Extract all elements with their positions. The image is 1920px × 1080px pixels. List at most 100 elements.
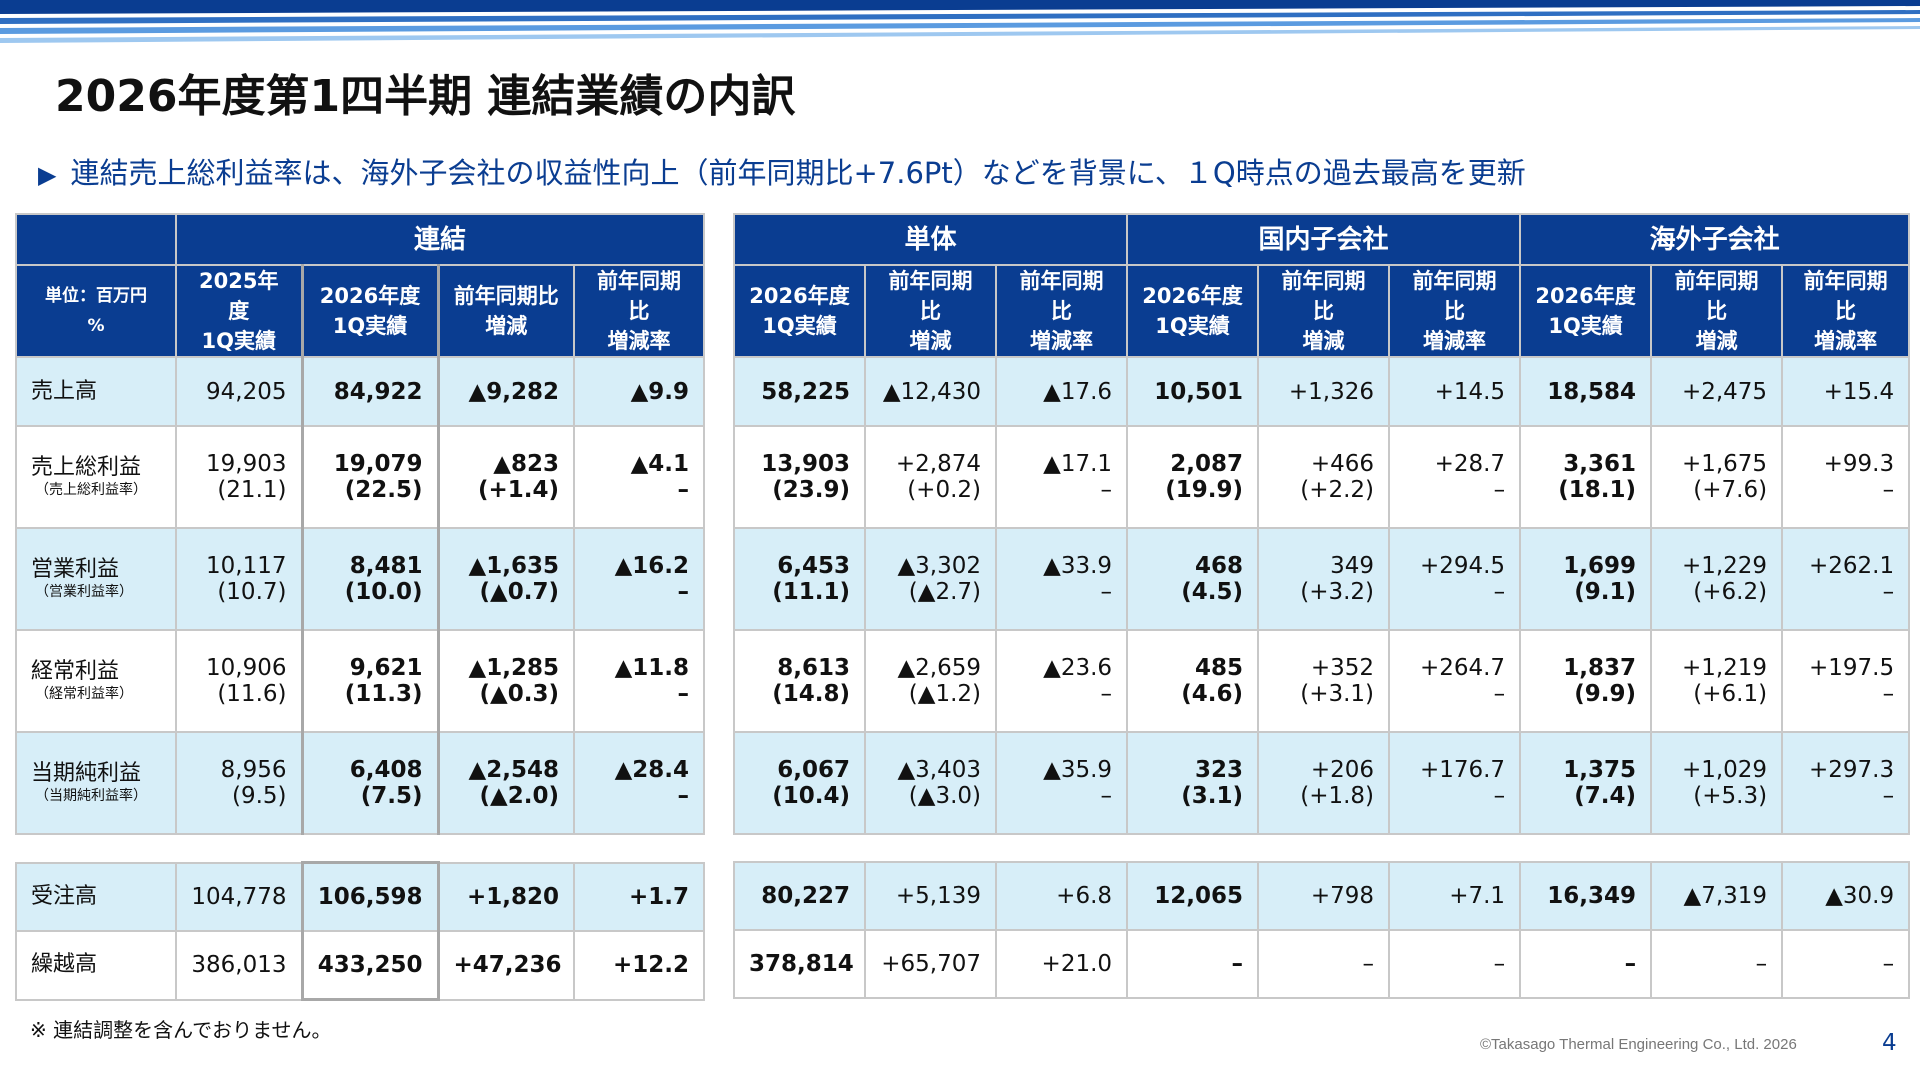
table-row: 13,903 (23.9) +2,874 (+0.2) ▲17.1–2,087 (19.9…: [733, 425, 1911, 529]
column-header: 2026年度 1Q実績: [1126, 264, 1260, 358]
table-cell: 6,453 (11.1): [733, 527, 866, 631]
table-cell: –: [1650, 929, 1784, 999]
table-row: 売上総利益 （売上総利益率） 19,903 (21.1) 19,079 (22.5) ▲82…: [15, 425, 706, 529]
table-cell: ▲28.4–: [572, 731, 706, 835]
table-cell: 84,922: [300, 356, 440, 427]
table-cell: +264.7–: [1388, 629, 1522, 733]
row-label: 当期純利益 （当期純利益率）: [15, 731, 177, 835]
table-cell: 1,375 (7.4): [1519, 731, 1653, 835]
table-cell: 58,225: [733, 356, 866, 427]
row-label: 営業利益 （営業利益率）: [15, 527, 177, 631]
table-row: 売上高 94,205 84,922 ▲9,282 ▲9.9: [15, 356, 706, 427]
table-cell: ▲3,302 (▲2.7): [864, 527, 997, 631]
group-header-consolidated: 連結: [174, 213, 706, 266]
table-cell: –: [1519, 929, 1653, 999]
header-stripes: [0, 0, 1920, 43]
table-cell: ▲30.9: [1781, 861, 1911, 931]
table-cell: +12.2: [572, 930, 706, 1001]
table-cell: +352 (+3.1): [1257, 629, 1391, 733]
group-header-overseas: 海外子会社: [1519, 213, 1911, 266]
table-cell: 2,087 (19.9): [1126, 425, 1260, 529]
table-row: 営業利益 （営業利益率） 10,117 (10.7) 8,481 (10.0) ▲1,635…: [15, 527, 706, 631]
page-title: 2026年度第1四半期 連結業績の内訳: [55, 71, 796, 122]
column-header: 前年同期比 増減率: [1781, 264, 1911, 358]
table-cell: ▲823 (+1.4): [437, 425, 575, 529]
table-cell: ▲9,282: [437, 356, 575, 427]
table-row: 経常利益 （経常利益率） 10,906 (11.6) 9,621 (11.3) ▲1,285…: [15, 629, 706, 733]
table-cell: +176.7–: [1388, 731, 1522, 835]
row-label: 受注高: [15, 861, 177, 932]
table-cell: 94,205: [175, 356, 303, 427]
table-cell: ▲23.6–: [994, 629, 1129, 733]
table-cell: +47,236: [437, 930, 575, 1001]
table-cell: 349 (+3.2): [1257, 527, 1391, 631]
table-cell: 8,956 (9.5): [175, 731, 303, 835]
table-cell: –: [1781, 929, 1911, 999]
table-row: 80,227 +5,139 +6.8 12,065 +798 +7.1 16,349 ▲7,3…: [733, 861, 1911, 931]
table-cell: +297.3–: [1781, 731, 1911, 835]
table-cell: 19,903 (21.1): [175, 425, 303, 529]
table-cell: 104,778: [175, 861, 303, 932]
table-cell: +6.8: [994, 861, 1129, 931]
table-cell: 106,598: [300, 861, 440, 932]
table-cell: +1,675 (+7.6): [1650, 425, 1784, 529]
table-cell: –: [1388, 929, 1522, 999]
table-cell: +206 (+1.8): [1257, 731, 1391, 835]
table-cell: –: [1257, 929, 1391, 999]
unit-header: 単位：百万円%: [15, 264, 177, 358]
table-row: 8,613 (14.8) ▲2,659 (▲1.2) ▲23.6–485 (4.6) +35…: [733, 629, 1911, 733]
table-cell: 10,117 (10.7): [175, 527, 303, 631]
group-header-blank: [15, 213, 177, 266]
table-cell: 13,903 (23.9): [733, 425, 866, 529]
table-cell: +2,874 (+0.2): [864, 425, 997, 529]
table-cell: 1,837 (9.9): [1519, 629, 1653, 733]
column-header: 前年同期比 増減: [437, 264, 575, 358]
table-cell: 433,250: [300, 930, 440, 1001]
table-cell: –: [1126, 929, 1260, 999]
table-cell: ▲1,285 (▲0.3): [437, 629, 575, 733]
column-header-2026: 2026年度 1Q実績: [300, 264, 440, 358]
table-cell: ▲35.9–: [994, 731, 1129, 835]
table-cell: +1,820: [437, 861, 575, 932]
row-label: 売上総利益 （売上総利益率）: [15, 425, 177, 529]
table-cell: ▲11.8–: [572, 629, 706, 733]
table-cell: +262.1–: [1781, 527, 1911, 631]
table-cell: +2,475: [1650, 356, 1784, 427]
table-cell: ▲33.9–: [994, 527, 1129, 631]
table-row: 6,453 (11.1) ▲3,302 (▲2.7) ▲33.9–468 (4.5) 349…: [733, 527, 1911, 631]
table-cell: +197.5–: [1781, 629, 1911, 733]
row-label: 経常利益 （経常利益率）: [15, 629, 177, 733]
table-row: 6,067 (10.4) ▲3,403 (▲3.0) ▲35.9–323 (3.1) +20…: [733, 731, 1911, 835]
table-cell: ▲17.1–: [994, 425, 1129, 529]
table-cell: +99.3–: [1781, 425, 1911, 529]
table-cell: 10,501: [1126, 356, 1260, 427]
table-cell: +1,326: [1257, 356, 1391, 427]
table-cell: +1,219 (+6.1): [1650, 629, 1784, 733]
table-cell: +1,229 (+6.2): [1650, 527, 1784, 631]
column-header: 前年同期比 増減率: [572, 264, 706, 358]
table-row: 58,225 ▲12,430 ▲17.6 10,501 +1,326 +14.5 18,58…: [733, 356, 1911, 427]
table-cell: +28.7–: [1388, 425, 1522, 529]
table-cell: 6,067 (10.4): [733, 731, 866, 835]
column-header: 2025年度 1Q実績: [175, 264, 303, 358]
footnote: ※ 連結調整を含んでおりません。: [30, 1018, 332, 1042]
group-header-domestic: 国内子会社: [1126, 213, 1522, 266]
copyright: ©Takasago Thermal Engineering Co., Ltd. …: [1480, 1036, 1797, 1053]
table-cell: ▲16.2–: [572, 527, 706, 631]
column-header: 2026年度 1Q実績: [1519, 264, 1653, 358]
column-header: 前年同期比 増減: [1257, 264, 1391, 358]
column-header: 2026年度 1Q実績: [733, 264, 866, 358]
table-cell: ▲2,548 (▲2.0): [437, 731, 575, 835]
table-cell: ▲4.1–: [572, 425, 706, 529]
table-cell: +798: [1257, 861, 1391, 931]
row-label: 売上高: [15, 356, 177, 427]
table-cell: 8,613 (14.8): [733, 629, 866, 733]
table-cell: 3,361 (18.1): [1519, 425, 1653, 529]
column-header: 前年同期比 増減: [1650, 264, 1784, 358]
table-cell: +21.0: [994, 929, 1129, 999]
table-cell: 6,408 (7.5): [300, 731, 440, 835]
group-header-parent: 単体: [732, 213, 1129, 266]
table-cell: +1,029 (+5.3): [1650, 731, 1784, 835]
table-cell: +466 (+2.2): [1257, 425, 1391, 529]
table-cell: +14.5: [1388, 356, 1522, 427]
